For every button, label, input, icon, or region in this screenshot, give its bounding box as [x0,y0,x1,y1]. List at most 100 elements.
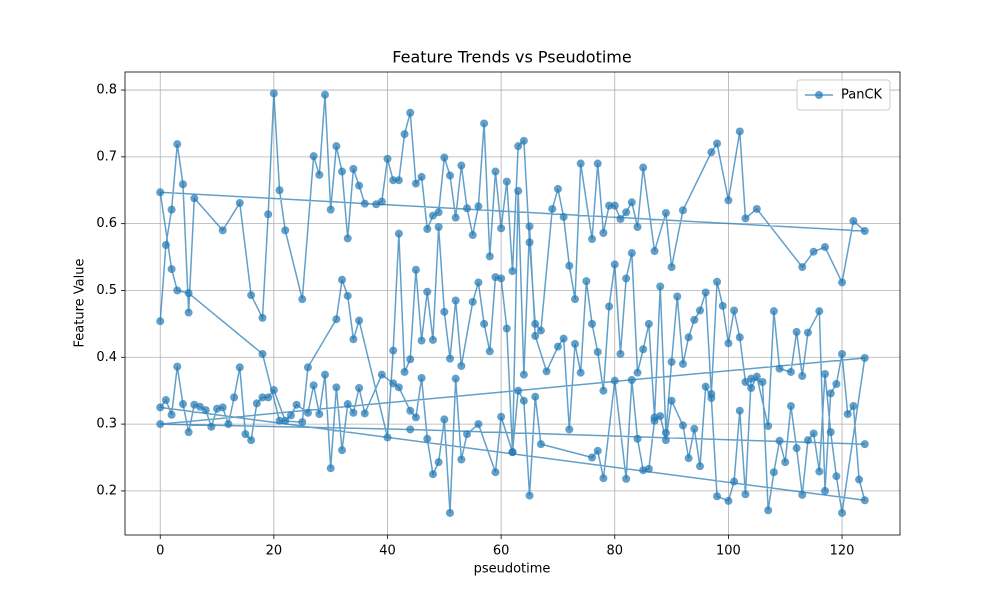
data-point [309,381,318,390]
data-point [349,408,358,417]
y-tick-label: 0.8 [96,83,117,98]
data-point [508,448,517,457]
data-point [514,386,523,395]
data-point [394,176,403,185]
data-point [786,367,795,376]
data-point [593,446,602,455]
data-point [446,354,454,363]
data-point [718,301,727,310]
data-point [713,139,722,148]
data-point [571,295,579,304]
data-point [394,229,403,238]
data-point [389,379,398,388]
data-point [440,307,449,316]
data-point [622,208,631,217]
data-point [230,393,239,402]
data-point [428,335,437,344]
data-point [860,353,869,362]
data-point [809,247,818,256]
data-point [463,204,472,213]
data-point [468,297,477,306]
data-point [491,167,500,176]
data-point [406,425,415,434]
data-point [565,425,574,434]
data-point [497,412,506,421]
data-point [525,238,534,247]
data-point [639,345,648,354]
data-point [275,416,284,425]
data-point [559,212,568,221]
data-point [735,333,744,342]
data-point [406,406,415,415]
data-point [559,334,568,343]
data-point [417,336,426,345]
x-tick-label: 40 [379,544,396,559]
data-point [258,349,267,358]
data-point [656,412,665,421]
data-point [798,490,807,499]
data-point [167,265,176,274]
data-point [326,205,335,214]
data-point [826,389,835,398]
data-point [411,265,420,274]
data-point [849,402,858,411]
data-point [860,440,869,449]
data-point [400,367,409,376]
data-point [178,180,187,189]
data-point [303,408,312,417]
data-point [803,328,812,337]
data-point [656,282,665,291]
data-point [860,496,869,505]
data-point [610,201,619,210]
y-tick-label: 0.3 [96,417,117,432]
data-point [406,108,415,117]
legend-label: PanCK [841,88,883,103]
data-point [724,339,733,348]
chart-title: Feature Trends vs Pseudotime [392,48,631,67]
data-point [821,369,829,378]
data-point [480,119,489,128]
data-point [343,234,352,243]
data-point [735,127,744,136]
data-point [684,454,693,463]
data-point [315,410,324,419]
data-point [713,492,722,501]
data-point [173,362,182,371]
data-point [616,349,625,358]
data-point [178,400,187,409]
data-point [389,176,398,185]
data-point [588,453,597,462]
data-point [747,384,756,393]
x-tick-label: 20 [266,544,283,559]
data-point [224,420,233,429]
data-point [616,214,625,223]
data-point [553,184,562,193]
data-point [264,210,273,219]
data-point [321,90,329,99]
data-point [678,359,687,368]
data-point [599,474,608,483]
data-point [826,428,835,437]
data-point [485,347,494,356]
data-point [661,436,670,445]
data-point [667,263,676,272]
data-point [627,375,636,384]
data-point [525,222,534,231]
data-point [599,229,608,238]
data-point [309,152,318,161]
data-point [349,164,358,173]
data-point [667,396,676,405]
data-point [650,247,659,256]
data-point [843,410,852,419]
data-point [360,199,369,208]
data-point [809,429,818,438]
data-point [389,346,398,355]
data-point [605,201,614,210]
data-point [355,181,364,190]
data-point [468,231,477,240]
data-point [849,216,858,225]
data-point [451,296,460,305]
data-point [593,347,602,356]
